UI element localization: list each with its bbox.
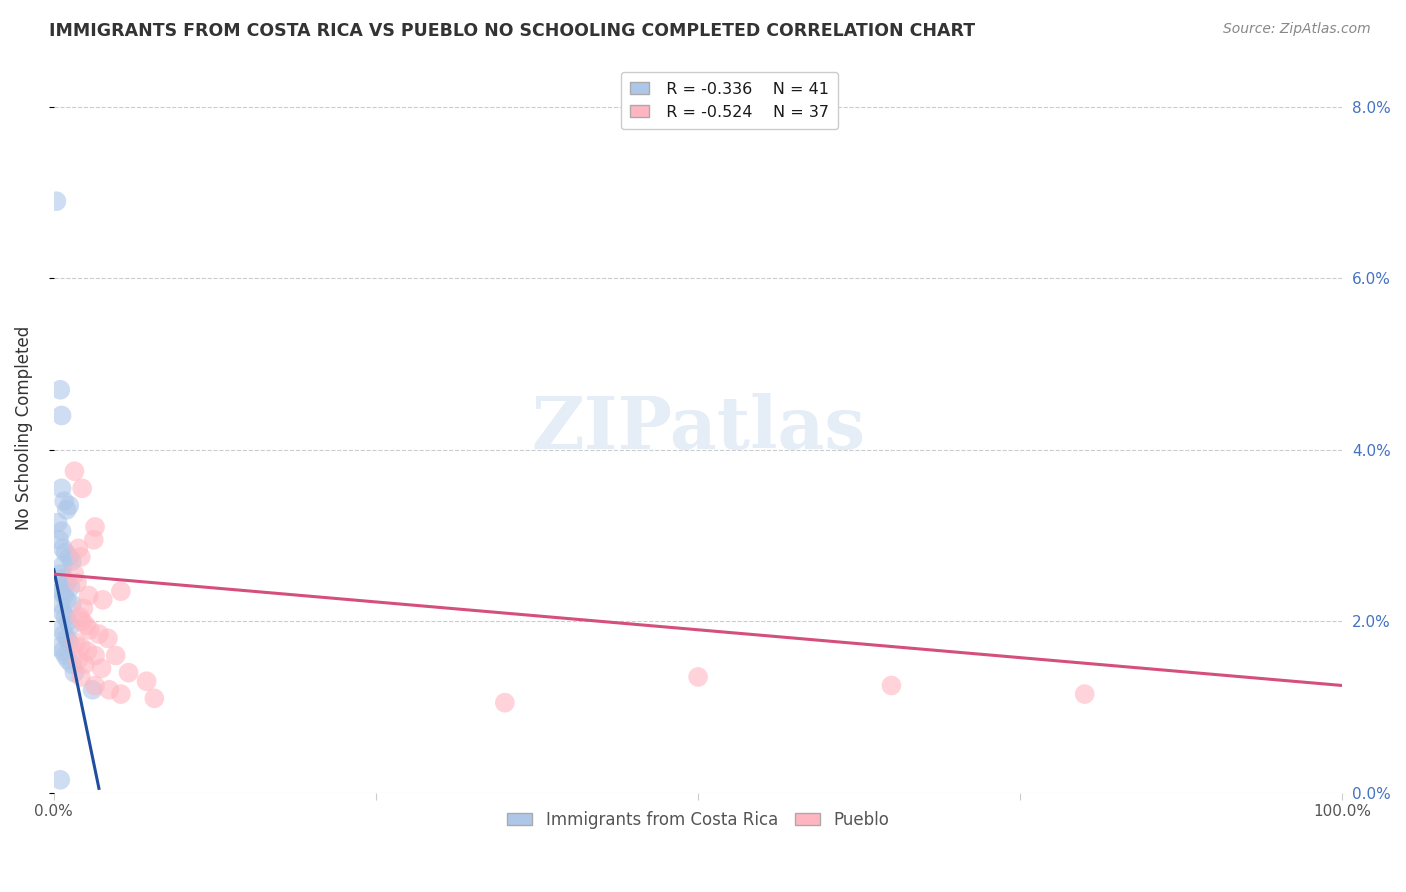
Point — [59, 618, 82, 632]
Point — [98, 682, 121, 697]
Point — [91, 592, 114, 607]
Point — [65, 635, 87, 649]
Point — [67, 653, 90, 667]
Point — [87, 627, 110, 641]
Point — [84, 648, 107, 663]
Point — [51, 623, 73, 637]
Point — [49, 772, 72, 787]
Point — [56, 614, 79, 628]
Point — [52, 541, 75, 556]
Point — [70, 481, 93, 495]
Point — [48, 533, 70, 547]
Point — [110, 584, 132, 599]
Point — [117, 665, 139, 680]
Point — [90, 661, 112, 675]
Point — [76, 644, 98, 658]
Point — [82, 682, 104, 697]
Point — [79, 623, 101, 637]
Point — [49, 567, 72, 582]
Point — [53, 571, 76, 585]
Point — [52, 558, 75, 573]
Point — [110, 687, 132, 701]
Point — [84, 679, 107, 693]
Point — [58, 499, 80, 513]
Point — [70, 670, 93, 684]
Point — [46, 516, 69, 530]
Point — [56, 653, 79, 667]
Point — [69, 610, 91, 624]
Point — [77, 589, 100, 603]
Legend: Immigrants from Costa Rica, Pueblo: Immigrants from Costa Rica, Pueblo — [501, 804, 896, 835]
Point — [63, 567, 86, 582]
Point — [75, 618, 97, 632]
Point — [67, 541, 90, 556]
Point — [60, 554, 83, 568]
Point — [45, 194, 67, 209]
Point — [53, 627, 76, 641]
Point — [48, 580, 70, 594]
Point — [52, 644, 75, 658]
Point — [53, 589, 76, 603]
Point — [60, 657, 83, 671]
Y-axis label: No Schooling Completed: No Schooling Completed — [15, 326, 32, 531]
Text: IMMIGRANTS FROM COSTA RICA VS PUEBLO NO SCHOOLING COMPLETED CORRELATION CHART: IMMIGRANTS FROM COSTA RICA VS PUEBLO NO … — [49, 22, 976, 40]
Text: ZIPatlas: ZIPatlas — [531, 392, 865, 464]
Point — [55, 632, 77, 646]
Point — [72, 601, 94, 615]
Point — [51, 481, 73, 495]
Point — [63, 464, 86, 478]
Point — [83, 533, 105, 547]
Point — [66, 575, 89, 590]
Point — [60, 597, 83, 611]
Point — [143, 691, 166, 706]
Point — [70, 549, 93, 564]
Point — [58, 549, 80, 564]
Point — [51, 524, 73, 539]
Point — [52, 606, 75, 620]
Point — [135, 674, 157, 689]
Point — [55, 546, 77, 560]
Point — [58, 635, 80, 649]
Point — [48, 640, 70, 654]
Point — [55, 503, 77, 517]
Point — [688, 670, 710, 684]
Point — [63, 665, 86, 680]
Point — [55, 610, 77, 624]
Point — [55, 575, 77, 590]
Point — [49, 597, 72, 611]
Point — [70, 614, 93, 628]
Point — [70, 640, 93, 654]
Point — [880, 679, 903, 693]
Point — [53, 494, 76, 508]
Point — [49, 383, 72, 397]
Text: Source: ZipAtlas.com: Source: ZipAtlas.com — [1223, 22, 1371, 37]
Point — [59, 580, 82, 594]
Point — [51, 409, 73, 423]
Point — [84, 520, 107, 534]
Point — [51, 584, 73, 599]
Point — [55, 648, 77, 663]
Point — [1073, 687, 1095, 701]
Point — [97, 632, 120, 646]
Point — [55, 592, 77, 607]
Point — [73, 657, 96, 671]
Point — [494, 696, 516, 710]
Point — [104, 648, 127, 663]
